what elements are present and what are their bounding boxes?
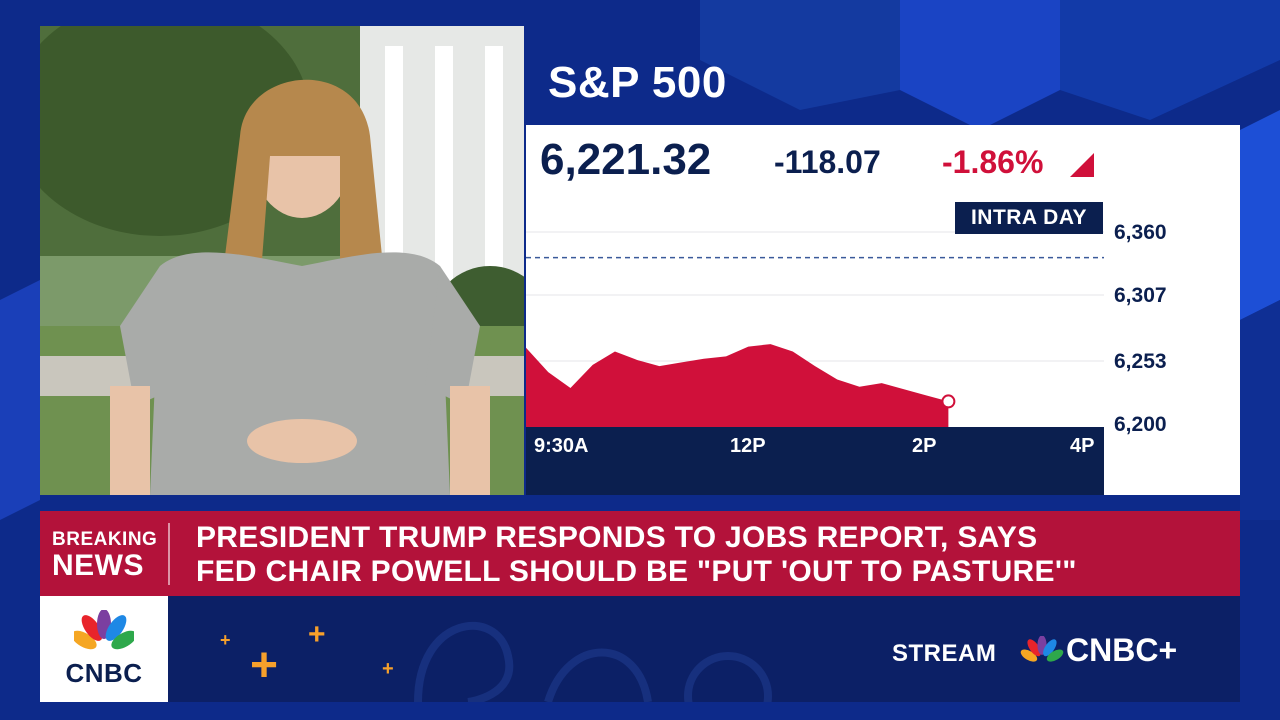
logo-text: CNBC [65, 658, 143, 688]
index-price: 6,221.32 [540, 135, 712, 184]
breaking-news-label: BREAKING NEWS [52, 527, 158, 582]
down-triangle-icon [1070, 153, 1094, 177]
plus-icon: + [220, 630, 231, 650]
y-tick-label: 6,307 [1114, 284, 1167, 307]
intraday-label: INTRA DAY [955, 202, 1103, 234]
plus-icon: + [308, 618, 326, 651]
breaking-label-bottom: NEWS [52, 549, 144, 582]
y-tick-label: 6,200 [1114, 413, 1167, 436]
nbc-peacock-icon [74, 610, 134, 655]
nbc-peacock-icon [1020, 636, 1064, 662]
plus-icon: + [250, 639, 279, 692]
breaking-news-bar: BREAKING NEWS PRESIDENT TRUMP RESPONDS T… [40, 511, 1240, 596]
y-tick-label: 6,253 [1114, 350, 1167, 373]
cnbc-plus-brand: CNBC+ [1066, 632, 1178, 668]
stream-label: STREAM [892, 640, 997, 667]
headline: PRESIDENT TRUMP RESPONDS TO JOBS REPORT,… [196, 521, 1077, 589]
y-tick-label: 6,360 [1114, 221, 1167, 244]
index-percent-change: -1.86% [942, 144, 1044, 180]
footer-pattern [414, 621, 772, 702]
x-tick-label: 12P [730, 435, 766, 457]
footer-bar: CNBC + + + + STREAM CNBC+ [40, 596, 1240, 702]
headline-line-2: FED CHAIR POWELL SHOULD BE "PUT 'OUT TO … [196, 555, 1077, 588]
index-title: S&P 500 [548, 58, 727, 107]
index-change: -118.07 [774, 144, 881, 180]
chart-canvas [526, 231, 1104, 427]
x-tick-label: 2P [912, 435, 937, 457]
video-feed [40, 26, 524, 495]
plus-icon: + [382, 658, 394, 680]
breaking-label-top: BREAKING [52, 529, 158, 550]
intraday-chart: INTRA DAY 6,360 6,307 6,253 6,200 9:30A … [526, 193, 1240, 495]
headline-line-1: PRESIDENT TRUMP RESPONDS TO JOBS REPORT,… [196, 521, 1038, 554]
x-axis-bar: 9:30A 12P 2P 4P [526, 427, 1104, 495]
last-price-marker [941, 394, 956, 409]
price-area [526, 344, 949, 427]
quote-bar: 6,221.32 -118.07 -1.86% [526, 125, 1240, 193]
divider [168, 523, 170, 585]
cnbc-logo: CNBC [40, 596, 168, 702]
x-tick-label: 9:30A [534, 435, 589, 457]
x-tick-label: 4P [1070, 435, 1095, 457]
